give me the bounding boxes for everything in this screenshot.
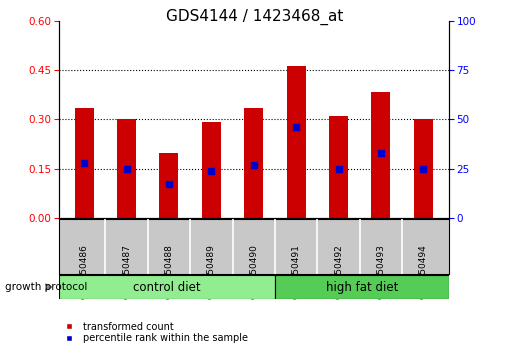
Text: GSM650486: GSM650486 <box>79 244 89 299</box>
Text: GSM650487: GSM650487 <box>122 244 131 299</box>
Text: GSM650493: GSM650493 <box>376 244 385 299</box>
Bar <box>413 119 432 218</box>
Legend: transformed count, percentile rank within the sample: transformed count, percentile rank withi… <box>56 318 251 347</box>
Text: GSM650491: GSM650491 <box>291 244 300 299</box>
Bar <box>117 119 136 218</box>
Bar <box>59 275 275 299</box>
Bar <box>371 92 390 218</box>
Bar <box>244 108 263 218</box>
Bar <box>328 116 348 218</box>
Bar <box>74 108 94 218</box>
Text: GSM650488: GSM650488 <box>164 244 173 299</box>
Text: GDS4144 / 1423468_at: GDS4144 / 1423468_at <box>166 9 343 25</box>
Text: GSM650490: GSM650490 <box>249 244 258 299</box>
Bar <box>159 153 178 218</box>
Text: GSM650489: GSM650489 <box>207 244 215 299</box>
Text: GSM650492: GSM650492 <box>333 244 343 299</box>
Text: control diet: control diet <box>133 281 201 293</box>
Bar <box>286 67 305 218</box>
Bar <box>202 122 220 218</box>
Bar <box>275 275 448 299</box>
Text: GSM650494: GSM650494 <box>418 244 427 299</box>
Text: high fat diet: high fat diet <box>325 281 398 293</box>
Text: growth protocol: growth protocol <box>5 282 88 292</box>
